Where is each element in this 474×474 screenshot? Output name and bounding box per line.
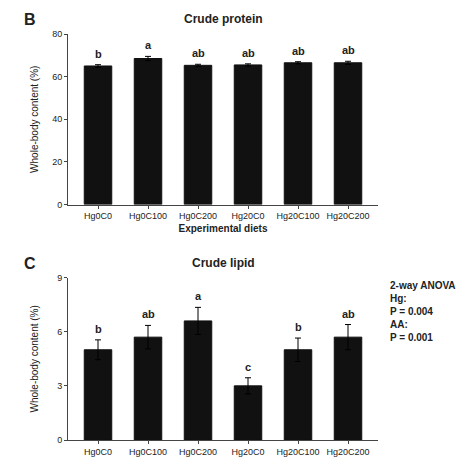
- svg-text:a: a: [195, 290, 202, 302]
- svg-text:Hg20C200: Hg20C200: [326, 211, 369, 221]
- svg-text:9: 9: [57, 273, 62, 283]
- svg-text:C: C: [24, 255, 36, 272]
- svg-text:Hg0C0: Hg0C0: [84, 211, 112, 221]
- svg-text:Experimental diets: Experimental diets: [179, 223, 268, 234]
- svg-text:b: b: [295, 321, 302, 333]
- svg-text:B: B: [24, 11, 36, 28]
- svg-text:b: b: [95, 48, 102, 60]
- svg-text:Hg20C0: Hg20C0: [231, 447, 264, 457]
- svg-text:60: 60: [52, 72, 62, 82]
- svg-text:Crude lipid: Crude lipid: [192, 256, 255, 270]
- svg-text:ab: ab: [242, 47, 255, 59]
- svg-text:6: 6: [57, 327, 62, 337]
- svg-text:Hg20C100: Hg20C100: [276, 447, 319, 457]
- svg-text:b: b: [95, 323, 102, 335]
- svg-text:ab: ab: [342, 308, 355, 320]
- svg-text:40: 40: [52, 114, 62, 124]
- svg-text:a: a: [145, 39, 152, 51]
- svg-text:3: 3: [57, 381, 62, 391]
- svg-text:Whole-body content (%): Whole-body content (%): [29, 305, 40, 412]
- svg-text:Hg0C200: Hg0C200: [179, 211, 217, 221]
- svg-text:ab: ab: [142, 308, 155, 320]
- svg-text:c: c: [245, 361, 251, 373]
- svg-text:Hg20C100: Hg20C100: [276, 211, 319, 221]
- svg-text:0: 0: [57, 200, 62, 210]
- svg-text:80: 80: [52, 29, 62, 39]
- svg-text:ab: ab: [292, 45, 305, 57]
- svg-text:Whole-body content (%): Whole-body content (%): [29, 66, 40, 173]
- svg-text:0: 0: [57, 435, 62, 445]
- svg-text:Hg0C0: Hg0C0: [84, 447, 112, 457]
- svg-text:Hg0C200: Hg0C200: [179, 447, 217, 457]
- svg-text:Hg0C100: Hg0C100: [129, 447, 167, 457]
- svg-text:20: 20: [52, 157, 62, 167]
- svg-text:ab: ab: [192, 47, 205, 59]
- svg-text:Hg0C100: Hg0C100: [129, 211, 167, 221]
- svg-text:Crude protein: Crude protein: [184, 12, 263, 26]
- svg-text:Hg20C200: Hg20C200: [326, 447, 369, 457]
- svg-text:2-way ANOVAHg:P = 0.004AA:P =: 2-way ANOVAHg:P = 0.004AA:P = 0.001: [390, 280, 456, 343]
- svg-text:Hg20C0: Hg20C0: [231, 211, 264, 221]
- svg-text:ab: ab: [342, 44, 355, 56]
